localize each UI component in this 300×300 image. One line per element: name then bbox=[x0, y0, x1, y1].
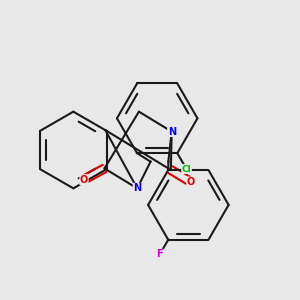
Text: N: N bbox=[133, 183, 141, 193]
Text: N: N bbox=[168, 127, 176, 136]
Text: O: O bbox=[187, 177, 195, 187]
Text: O: O bbox=[80, 175, 88, 184]
Text: Cl: Cl bbox=[182, 165, 191, 174]
Text: F: F bbox=[157, 249, 163, 259]
